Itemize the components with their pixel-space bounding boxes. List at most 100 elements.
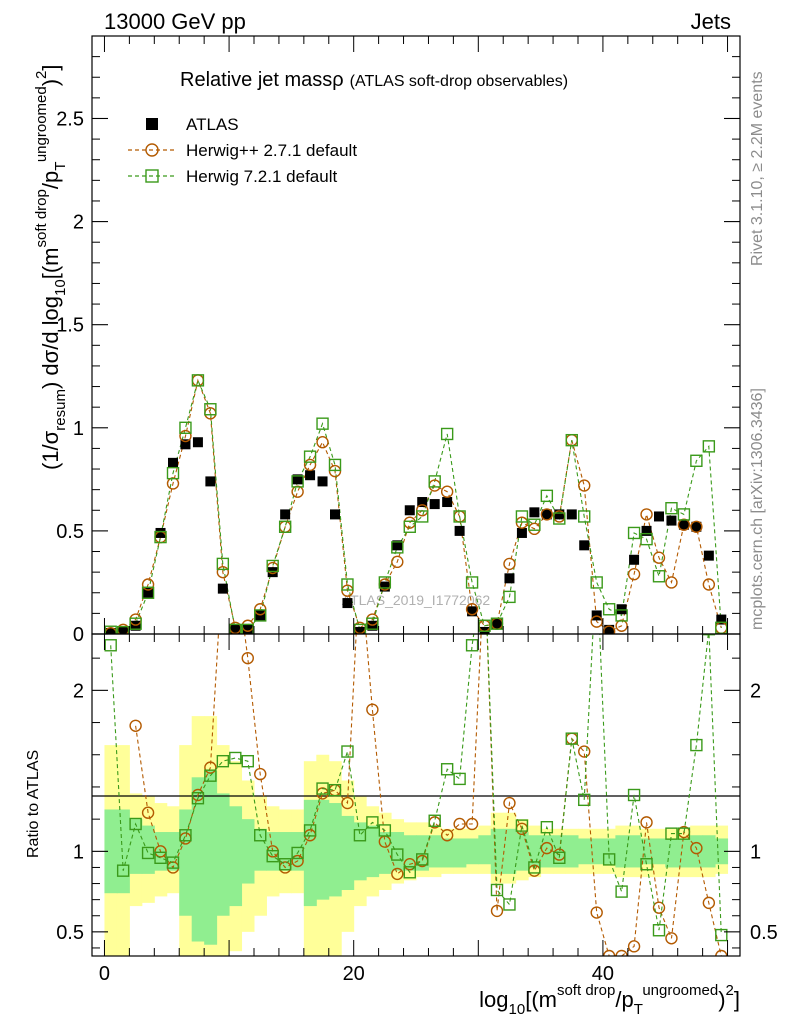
inner-band-bin: [490, 828, 504, 874]
atlas-point: [541, 509, 552, 520]
herwigpp-point: [291, 485, 304, 498]
herwig7-point: [652, 570, 666, 583]
ratio-point-herwig7: [353, 829, 367, 842]
ratio-point-herwigpp: [665, 932, 678, 945]
ratio-plot-panel: 0.5 0.5 1 1 2 2 0 20 40 Ratio to ATLAS log10[(m…: [25, 556, 778, 1018]
y-tick-label: 0.5: [56, 521, 84, 543]
herwigpp-point: [154, 530, 167, 544]
ratio-y-tick-label-right: 0.5: [750, 922, 778, 944]
herwig7-point: [104, 625, 117, 634]
ratio-point-herwig7: [316, 782, 329, 795]
inner-band-bin: [116, 809, 130, 894]
herwigpp-point: [204, 407, 217, 420]
ratio-point-herwig7: [428, 814, 441, 827]
inner-band-bin: [503, 828, 517, 874]
herwig7-point: [440, 427, 454, 441]
herwigpp-point: [715, 621, 728, 634]
ratio-point-herwigpp: [490, 904, 504, 918]
herwig7-point: [528, 518, 541, 531]
ratio-point-herwigpp: [129, 719, 142, 732]
inner-band-bin: [677, 838, 691, 868]
ratio-point-herwig7: [528, 861, 541, 874]
herwig7-point: [204, 403, 217, 416]
ratio-point-herwig7: [129, 817, 142, 831]
atlas-point: [504, 573, 515, 584]
ratio-point-herwig7: [254, 829, 267, 842]
ratio-point-herwig7: [677, 827, 691, 840]
main-plot-panel: ATLAS_2019_I1772062 0 0.5 1 1.5 2 2.5 Relativ…: [33, 35, 741, 646]
atlas-point: [579, 540, 590, 551]
atlas-point: [467, 606, 478, 617]
series-line-herwigpp: [110, 378, 722, 634]
atlas-point: [442, 497, 453, 508]
ratio-point-herwigpp: [391, 867, 404, 881]
atlas-point: [180, 439, 191, 450]
atlas-point: [417, 497, 428, 508]
herwigpp-point: [690, 520, 703, 533]
herwigpp-point: [677, 518, 691, 531]
atlas-point: [703, 550, 714, 561]
ratio-y-tick-label-right: 1: [750, 841, 761, 863]
herwig7-point: [478, 619, 491, 632]
herwigpp-point: [179, 429, 192, 443]
herwig7-point: [129, 617, 142, 630]
herwigpp-point: [590, 615, 603, 628]
ratio-point-herwig7: [553, 851, 566, 864]
herwig7-point: [141, 586, 155, 599]
ratio-point-herwig7: [615, 885, 628, 898]
ratio-point-herwigpp: [602, 949, 616, 956]
legend-marker-herwig7: [145, 169, 159, 183]
atlas-point: [666, 515, 677, 526]
atlas-point: [168, 457, 178, 468]
herwig7-point: [416, 510, 429, 523]
inner-band-bin: [627, 835, 641, 868]
herwig7-point: [229, 623, 242, 634]
herwig7-point: [602, 603, 616, 616]
ratio-point-herwigpp: [453, 817, 466, 831]
ratio-point-herwig7: [440, 763, 454, 776]
ratio-point-herwig7: [403, 866, 416, 879]
herwigpp-point: [503, 557, 516, 571]
herwig7-point: [278, 520, 292, 533]
atlas-point: [641, 525, 652, 536]
main-y-axis: 0 0.5 1 1.5 2 2.5: [56, 56, 740, 646]
atlas-point: [554, 509, 565, 520]
ratio-point-herwig7: [179, 829, 192, 842]
ratio-point-herwigpp: [465, 817, 479, 831]
atlas-point: [629, 554, 640, 565]
atlas-point: [516, 527, 527, 538]
atlas-point: [354, 626, 365, 634]
inner-band-bin: [665, 838, 679, 868]
ratio-point-herwigpp: [341, 796, 354, 810]
herwigpp-point: [702, 578, 716, 591]
herwig7-point: [615, 609, 628, 622]
atlas-point: [192, 437, 203, 448]
herwigpp-point: [578, 479, 591, 492]
inner-band-bin: [428, 835, 442, 868]
inner-band-bin: [590, 838, 604, 865]
ratio-point-herwigpp: [154, 845, 167, 858]
ratio-point-herwigpp: [503, 796, 516, 810]
inner-band-bin: [391, 832, 405, 871]
ratio-line-herwig7: [110, 634, 722, 936]
y-tick-label: 2.5: [56, 108, 84, 130]
ratio-point-herwig7: [216, 754, 230, 768]
ratio-point-herwigpp: [291, 854, 304, 868]
ratio-x-axis: 0 20 40: [99, 634, 729, 985]
series-line-herwig7: [110, 378, 722, 633]
ratio-point-herwigpp: [627, 940, 641, 953]
ratio-point-herwig7: [266, 849, 279, 863]
herwigpp-point: [652, 551, 666, 564]
herwig7-point: [677, 508, 691, 521]
ratio-point-herwig7: [141, 846, 155, 860]
ratio-point-herwig7: [627, 788, 641, 802]
inner-band-bin: [328, 803, 342, 897]
ratio-point-herwig7: [104, 639, 117, 652]
atlas-point: [330, 509, 340, 520]
y-tick-label: 1: [73, 418, 84, 440]
ratio-point-herwig7: [479, 556, 490, 567]
herwig7-point: [316, 417, 329, 430]
inner-band-bin: [366, 825, 380, 878]
herwig7-point: [353, 623, 367, 634]
